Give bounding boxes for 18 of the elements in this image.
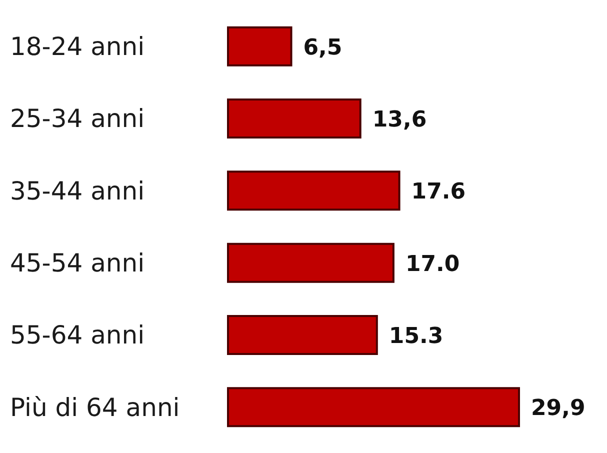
bar xyxy=(227,98,362,138)
data-label: 15.3 xyxy=(388,324,444,349)
y-tick-label: 35-44 anni xyxy=(10,176,145,206)
bar xyxy=(227,170,400,211)
data-label: 13,6 xyxy=(372,107,427,132)
y-tick-label: 55-64 anni xyxy=(10,320,145,350)
y-tick-label: 45-54 anni xyxy=(10,248,145,278)
y-tick-label: 25-34 anni xyxy=(10,104,145,134)
bar xyxy=(227,242,394,283)
data-label: 6,5 xyxy=(303,35,342,60)
bar xyxy=(227,26,292,66)
bar xyxy=(227,314,378,355)
y-tick-label: 18-24 anni xyxy=(10,32,145,61)
data-label: 17.0 xyxy=(405,252,460,277)
bar xyxy=(227,387,520,428)
data-label: 17.6 xyxy=(411,180,466,205)
y-tick-label: Più di 64 anni xyxy=(10,392,180,422)
data-label: 29,9 xyxy=(531,396,586,422)
